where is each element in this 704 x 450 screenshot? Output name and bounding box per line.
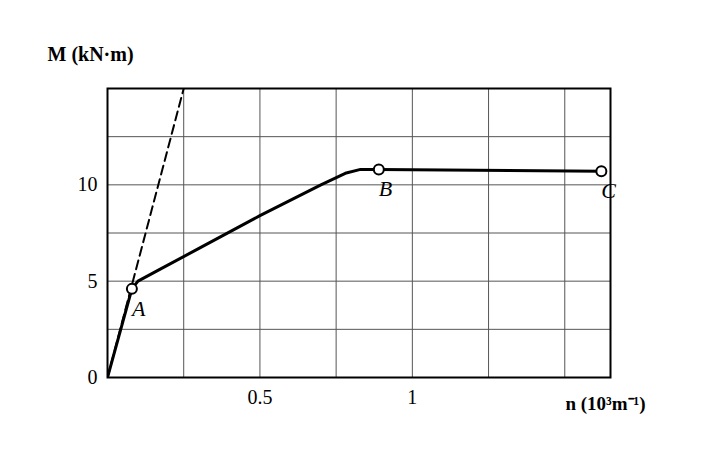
svg-text:5: 5 — [88, 270, 98, 292]
svg-text:A: A — [130, 296, 146, 321]
svg-text:C: C — [601, 178, 616, 203]
svg-text:n (10³m⁻¹): n (10³m⁻¹) — [565, 393, 645, 415]
svg-text:B: B — [379, 176, 392, 201]
svg-text:0.5: 0.5 — [247, 386, 272, 408]
svg-text:0: 0 — [88, 366, 98, 388]
svg-text:10: 10 — [78, 173, 98, 195]
svg-text:1: 1 — [407, 386, 417, 408]
svg-text:M (kN·m): M (kN·m) — [48, 43, 134, 66]
